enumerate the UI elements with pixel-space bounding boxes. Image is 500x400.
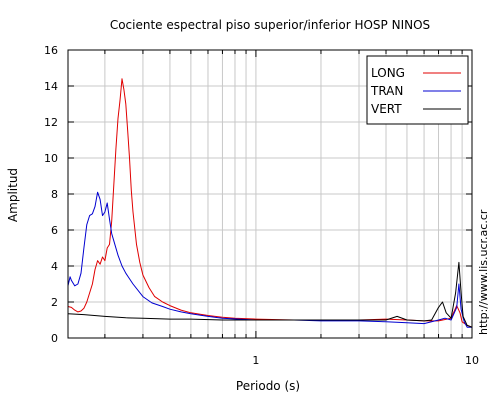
watermark-url: http://www.lis.ucr.ac.cr <box>477 209 490 335</box>
y-tick-label: 0 <box>51 332 58 345</box>
y-tick-label: 12 <box>44 116 58 129</box>
legend-label-long: LONG <box>371 66 405 80</box>
y-tick-label: 8 <box>51 188 58 201</box>
y-tick-label: 6 <box>51 224 58 237</box>
y-tick-label: 4 <box>51 260 58 273</box>
y-tick-label: 16 <box>44 44 58 57</box>
axis-ticks: 0 2 4 6 8 10 12 14 16 1 10 <box>44 44 479 367</box>
chart-title: Cociente espectral piso superior/inferio… <box>110 18 430 32</box>
legend: LONG TRAN VERT <box>366 55 469 125</box>
series-lines <box>67 78 473 328</box>
x-tick-label: 1 <box>252 354 259 367</box>
series-line-vert <box>67 261 473 328</box>
y-axis-label: Amplitud <box>6 168 20 222</box>
y-tick-label: 2 <box>51 296 58 309</box>
legend-label-tran: TRAN <box>370 84 403 98</box>
y-tick-label: 14 <box>44 80 58 93</box>
x-tick-label: 10 <box>465 354 479 367</box>
y-tick-label: 10 <box>44 152 58 165</box>
legend-box <box>366 55 469 125</box>
series-line-tran <box>67 191 472 328</box>
x-axis-label: Periodo (s) <box>236 379 300 393</box>
legend-label-vert: VERT <box>371 102 402 116</box>
